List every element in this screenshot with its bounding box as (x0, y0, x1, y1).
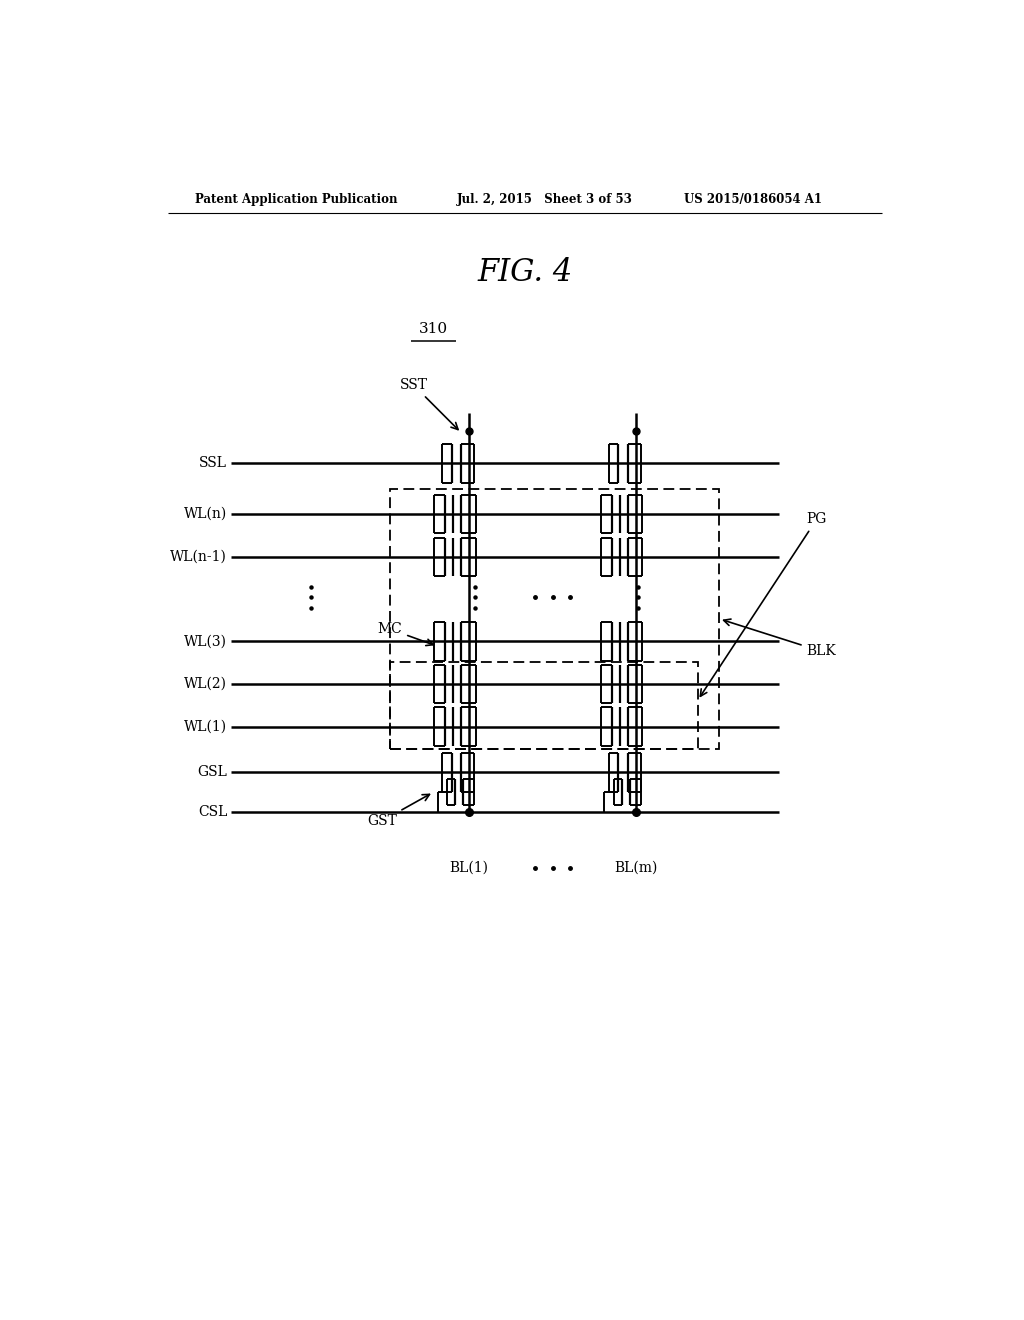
Text: MC: MC (378, 622, 433, 645)
Text: US 2015/0186054 A1: US 2015/0186054 A1 (684, 193, 821, 206)
Text: SST: SST (399, 378, 458, 429)
Bar (390, 488, 719, 748)
Text: WL(3): WL(3) (184, 634, 227, 648)
Text: WL(1): WL(1) (184, 719, 227, 734)
Text: FIG. 4: FIG. 4 (477, 256, 572, 288)
Bar (390, 661, 697, 748)
Text: GST: GST (367, 795, 429, 828)
Text: BLK: BLK (724, 619, 837, 659)
Text: BL(1): BL(1) (450, 861, 488, 875)
Text: WL(n-1): WL(n-1) (170, 550, 227, 564)
Text: Patent Application Publication: Patent Application Publication (196, 193, 398, 206)
Text: WL(n): WL(n) (184, 507, 227, 521)
Text: SSL: SSL (200, 457, 227, 470)
Text: Jul. 2, 2015   Sheet 3 of 53: Jul. 2, 2015 Sheet 3 of 53 (458, 193, 633, 206)
Text: BL(m): BL(m) (614, 861, 657, 875)
Text: WL(2): WL(2) (184, 677, 227, 690)
Text: 310: 310 (419, 322, 449, 337)
Text: CSL: CSL (198, 805, 227, 818)
Text: GSL: GSL (198, 766, 227, 779)
Text: PG: PG (700, 512, 827, 696)
